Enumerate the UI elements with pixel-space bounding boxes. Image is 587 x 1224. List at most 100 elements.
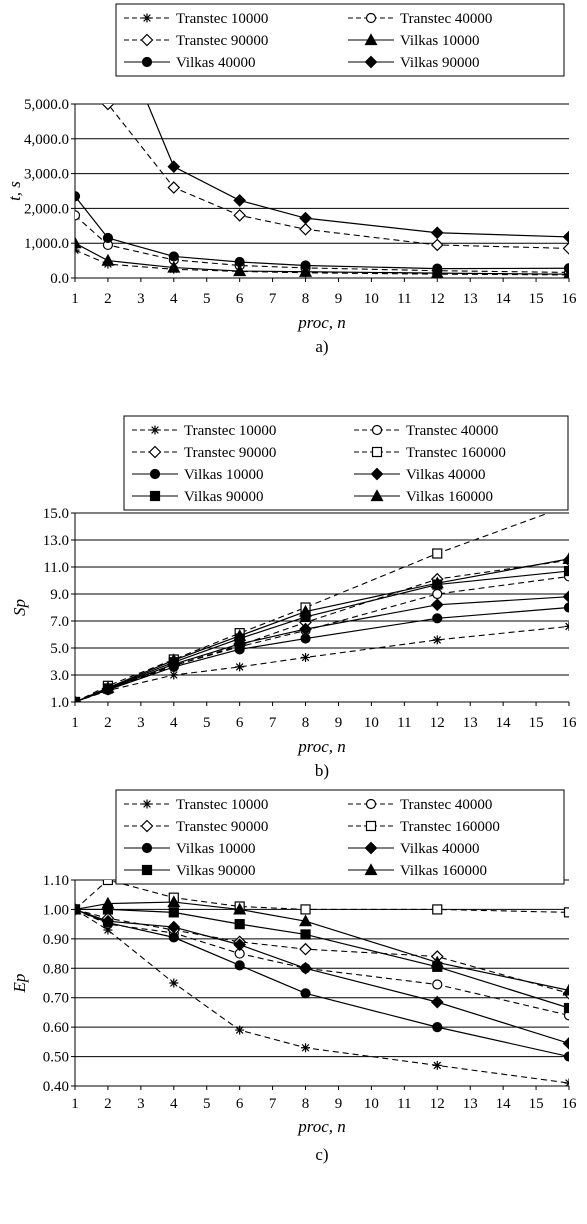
x-tick-label: 9 xyxy=(335,291,343,307)
data-point xyxy=(430,995,444,1009)
chart-caption: b) xyxy=(315,761,329,780)
y-tick-label: 1,000.0 xyxy=(24,236,69,252)
legend-marker xyxy=(371,446,383,458)
series-line xyxy=(75,908,569,1058)
legend-marker xyxy=(365,798,377,810)
data-point xyxy=(75,210,81,221)
data-point xyxy=(432,263,443,274)
chart-3: 0.400.500.600.700.800.901.001.101 2 3 4 5 6 7 8… xyxy=(10,789,578,1164)
x-tick-label: 6 xyxy=(236,715,244,731)
data-point xyxy=(563,565,569,577)
legend-label: Transtec 10000 xyxy=(184,423,276,439)
series-vilkas-90000 xyxy=(147,104,569,244)
legend-marker xyxy=(364,55,378,69)
x-tick-label: 12 xyxy=(430,291,445,307)
data-point xyxy=(563,1010,569,1021)
legend-label: Vilkas 90000 xyxy=(400,55,480,71)
legend-item-transtec-10000: Transtec 10000 xyxy=(132,423,276,439)
legend-marker xyxy=(141,842,153,854)
data-point xyxy=(432,588,443,600)
x-tick-label: 6 xyxy=(236,1096,244,1112)
legend-label: Vilkas 160000 xyxy=(406,489,493,505)
legend-item-transtec-90000: Transtec 90000 xyxy=(124,819,268,835)
legend: Transtec 10000 Transtec 40000 Transtec 900… xyxy=(123,415,569,511)
data-point xyxy=(562,242,569,255)
series-line xyxy=(75,901,569,991)
x-tick-label: 12 xyxy=(430,1096,445,1112)
legend-item-vilkas-40000: Vilkas 40000 xyxy=(354,467,486,483)
x-tick-label: 14 xyxy=(496,715,512,731)
series-vilkas-160000 xyxy=(75,552,569,702)
x-tick-label: 8 xyxy=(302,291,310,307)
data-point xyxy=(432,979,443,990)
legend-marker xyxy=(140,819,154,833)
x-tick-label: 3 xyxy=(137,291,145,307)
x-tick-label: 4 xyxy=(170,291,178,307)
legend-item-vilkas-160000: Vilkas 160000 xyxy=(354,489,493,505)
x-tick-label: 9 xyxy=(335,715,343,731)
data-point xyxy=(562,1036,569,1050)
y-tick-label: 13.0 xyxy=(43,533,69,549)
series-line xyxy=(75,558,569,702)
data-point xyxy=(299,914,313,927)
legend-item-vilkas-10000: Vilkas 10000 xyxy=(132,467,264,483)
x-tick-label: 10 xyxy=(364,1096,379,1112)
series-line xyxy=(75,880,569,913)
legend-marker xyxy=(141,864,153,876)
data-point xyxy=(432,635,442,645)
data-point xyxy=(102,880,114,886)
series-line xyxy=(75,559,569,702)
x-tick-label: 13 xyxy=(463,715,478,731)
x-tick-label: 10 xyxy=(364,715,379,731)
data-point xyxy=(299,222,312,236)
x-tick-label: 7 xyxy=(269,291,277,307)
y-tick-label: 0.0 xyxy=(50,271,69,287)
y-tick-label: 0.40 xyxy=(43,1079,69,1095)
data-point xyxy=(430,598,444,612)
x-tick-label: 16 xyxy=(562,291,578,307)
x-tick-label: 9 xyxy=(335,1096,343,1112)
legend-label: Vilkas 40000 xyxy=(406,467,486,483)
y-tick-label: 5.0 xyxy=(50,641,69,657)
legend-label: Vilkas 90000 xyxy=(176,863,256,879)
legend-item-transtec-90000: Transtec 90000 xyxy=(124,33,268,49)
x-tick-label: 10 xyxy=(364,291,379,307)
x-tick-label: 1 xyxy=(71,291,79,307)
x-tick-label: 16 xyxy=(562,1096,578,1112)
legend-label: Transtec 40000 xyxy=(400,797,492,813)
data-point xyxy=(299,961,312,975)
data-point xyxy=(430,955,444,968)
x-tick-label: 11 xyxy=(397,1096,411,1112)
series-transtec-10000 xyxy=(75,621,569,702)
x-axis-label: proc, n xyxy=(297,737,346,756)
data-point xyxy=(300,988,311,999)
x-tick-label: 1 xyxy=(71,1096,79,1112)
legend-item-transtec-10000: Transtec 10000 xyxy=(124,797,268,813)
series-vilkas-40000 xyxy=(75,903,569,1050)
data-point xyxy=(562,983,569,996)
y-tick-label: 1.00 xyxy=(43,902,69,918)
x-tick-label: 5 xyxy=(203,1096,211,1112)
x-tick-label: 5 xyxy=(203,715,211,731)
x-tick-label: 5 xyxy=(203,291,211,307)
x-tick-label: 4 xyxy=(170,1096,178,1112)
data-point xyxy=(301,1043,311,1053)
data-point xyxy=(233,194,247,207)
data-point xyxy=(430,576,444,589)
y-tick-label: 5,000.0 xyxy=(24,97,69,113)
data-point xyxy=(233,264,247,277)
legend-label: Transtec 10000 xyxy=(176,11,268,27)
legend-marker xyxy=(364,841,378,855)
series-vilkas-90000 xyxy=(75,904,569,1014)
y-axis-label: Sp xyxy=(10,599,29,616)
x-tick-label: 15 xyxy=(529,291,544,307)
data-point xyxy=(432,1022,443,1033)
legend-label: Transtec 90000 xyxy=(184,445,276,461)
series-line xyxy=(75,908,569,1009)
x-tick-label: 7 xyxy=(269,715,277,731)
y-tick-label: 15.0 xyxy=(43,506,69,522)
legend-item-transtec-160000: Transtec 160000 xyxy=(348,819,500,835)
data-point xyxy=(169,978,179,988)
data-point xyxy=(301,652,311,662)
